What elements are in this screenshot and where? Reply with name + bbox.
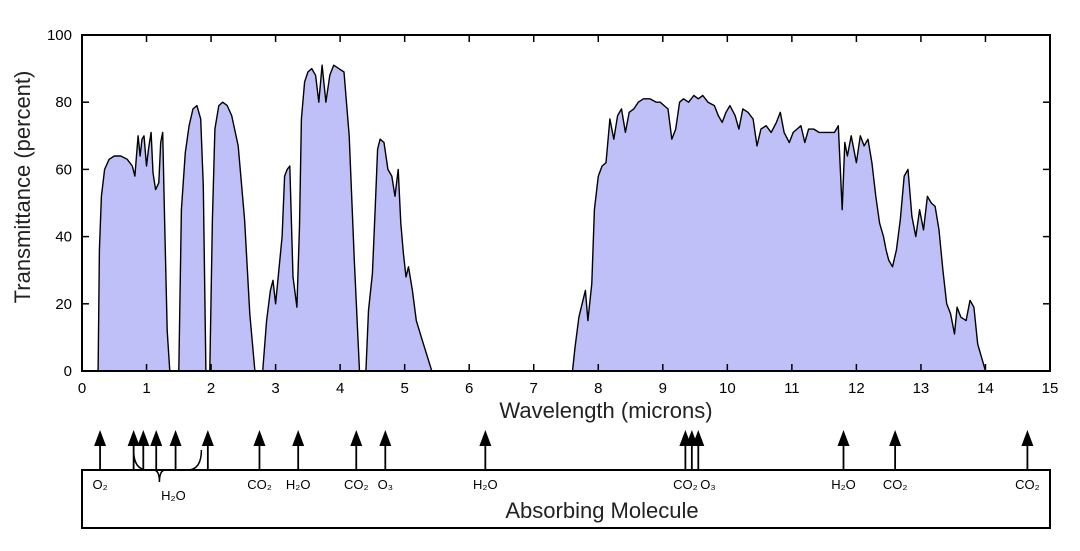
molecule-label: H₂O [286,477,311,492]
absorption-arrow-head [479,430,492,446]
molecule-label: CO₂ [247,477,272,492]
x-tick-label: 3 [271,380,279,397]
molecule-label: CO₂ [344,477,369,492]
absorption-arrow-head [127,430,140,446]
absorption-arrow-head [150,430,163,446]
x-axis-title: Wavelength (microns) [499,398,712,423]
x-tick-label: 11 [784,380,800,397]
x-tick-label: 6 [465,380,473,397]
x-tick-label: 13 [913,380,930,397]
molecule-panel-title: Absorbing Molecule [505,498,698,523]
plot-frame [81,34,1051,372]
absorption-arrow-head [201,430,214,446]
molecule-label: O₃ [700,477,715,492]
absorption-arrow-head [837,430,850,446]
absorption-arrow-head [94,430,107,446]
x-tick-label: 0 [78,380,86,397]
x-tick-label: 14 [977,380,994,397]
molecule-label: CO₂ [883,477,908,492]
absorption-arrow-head [253,430,266,446]
molecule-label: O₂ [92,477,107,492]
x-tick-label: 4 [336,380,344,397]
y-tick-label: 20 [55,296,72,313]
transmittance-band-4 [262,64,361,372]
molecule-label: CO₂ [1015,477,1040,492]
molecule-panel-frame [81,469,1051,529]
transmittance-band-5 [365,138,433,372]
y-tick-label: 0 [64,363,72,380]
y-tick-label: 60 [55,161,72,178]
molecule-label: CO₂ [673,477,698,492]
x-tick-label: 1 [142,380,150,397]
h2o-bracket [132,449,203,483]
y-tick-label: 80 [55,94,72,111]
y-tick-label: 40 [55,229,72,246]
x-tick-label: 5 [400,380,408,397]
molecule-label: H₂O [831,477,856,492]
transmittance-band-3 [209,101,256,372]
molecule-label: H₂O [473,477,498,492]
absorption-arrow-head [292,430,305,446]
transmittance-band-6 [571,94,987,372]
absorption-arrow-head [889,430,902,446]
absorption-arrow-head [137,430,150,446]
transmittance-band-1 [97,131,171,372]
x-tick-label: 7 [530,380,538,397]
transmittance-bands [97,64,987,372]
x-tick-label: 8 [594,380,602,397]
y-axis-title: Transmittance (percent) [10,71,35,304]
x-tick-label: 9 [659,380,667,397]
x-tick-label: 2 [207,380,215,397]
absorption-arrow-head [379,430,392,446]
absorption-arrow-head [169,430,182,446]
molecule-label: O₃ [378,477,393,492]
x-tick-label: 15 [1042,380,1059,397]
absorption-arrow-head [350,430,363,446]
x-tick-label: 10 [719,380,736,397]
y-tick-label: 100 [47,27,72,44]
absorption-arrow-head [1021,430,1034,446]
x-tick-label: 12 [848,380,865,397]
transmittance-band-2 [178,104,207,372]
molecule-label: H₂O [161,488,186,503]
absorption-arrow-head [692,430,705,446]
